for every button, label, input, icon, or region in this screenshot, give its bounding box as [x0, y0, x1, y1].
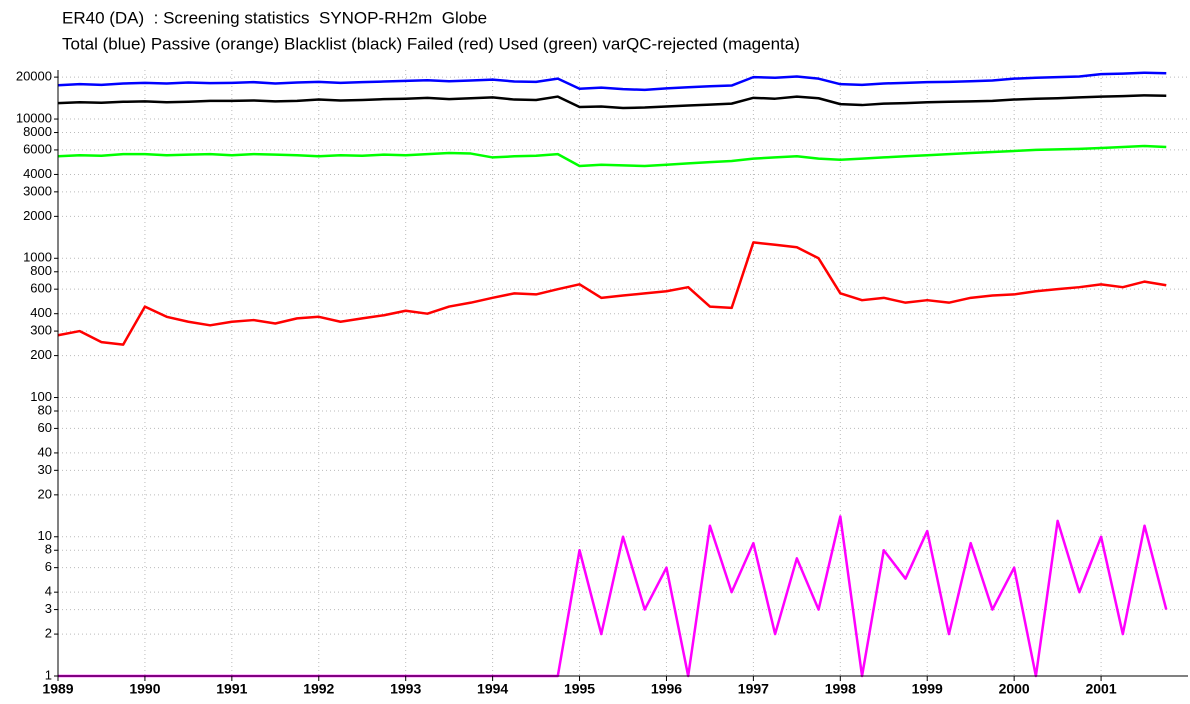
- y-tick-label: 100: [30, 389, 52, 404]
- x-tick-label: 2001: [1085, 681, 1116, 697]
- x-tick-label: 1999: [912, 681, 943, 697]
- y-tick-label: 60: [38, 420, 52, 435]
- y-tick-label: 3: [45, 601, 52, 616]
- y-tick-label: 6: [45, 559, 52, 574]
- y-tick-label: 10000: [16, 110, 52, 125]
- y-tick-label: 10: [38, 528, 52, 543]
- x-tick-label: 1990: [129, 681, 160, 697]
- x-tick-label: 1991: [216, 681, 247, 697]
- x-tick-label: 1998: [825, 681, 856, 697]
- series-line: [57, 241, 1167, 346]
- y-tick-label: 800: [30, 263, 52, 278]
- y-tick-label: 400: [30, 305, 52, 320]
- y-tick-label: 200: [30, 347, 52, 362]
- y-tick-label: 4000: [23, 166, 52, 181]
- y-tick-label: 20: [38, 486, 52, 501]
- y-tick-label: 1: [45, 667, 52, 682]
- x-tick-label: 1992: [303, 681, 334, 697]
- series-line: [58, 515, 1168, 678]
- x-tick-label: 1996: [651, 681, 682, 697]
- x-tick-label: 1997: [738, 681, 769, 697]
- y-tick-label: 1000: [23, 250, 52, 265]
- series-line: [57, 144, 1167, 168]
- y-tick-label: 600: [30, 281, 52, 296]
- y-tick-label: 20000: [16, 69, 52, 84]
- y-tick-label: 2000: [23, 208, 52, 223]
- y-tick-label: 4: [45, 584, 52, 599]
- y-tick-label: 3000: [23, 183, 52, 198]
- plot-area: [57, 71, 1168, 678]
- series-line: [57, 94, 1167, 110]
- y-tick-label: 2: [45, 626, 52, 641]
- y-tick-label: 6000: [23, 141, 52, 156]
- y-tick-label: 8: [45, 542, 52, 557]
- chart-subtitle: Total (blue) Passive (orange) Blacklist …: [62, 34, 800, 53]
- axes: 1234681020304060801002003004006008001000…: [16, 69, 1188, 697]
- x-tick-label: 1989: [42, 681, 73, 697]
- x-tick-label: 1994: [477, 681, 508, 697]
- y-tick-label: 80: [38, 402, 52, 417]
- x-tick-label: 2000: [999, 681, 1030, 697]
- x-tick-label: 1993: [390, 681, 421, 697]
- y-tick-label: 300: [30, 323, 52, 338]
- x-tick-label: 1995: [564, 681, 595, 697]
- y-tick-label: 8000: [23, 124, 52, 139]
- y-tick-label: 30: [38, 462, 52, 477]
- chart-title: ER40 (DA) : Screening statistics SYNOP-R…: [62, 8, 487, 27]
- series-line: [57, 71, 1167, 92]
- y-tick-label: 40: [38, 444, 52, 459]
